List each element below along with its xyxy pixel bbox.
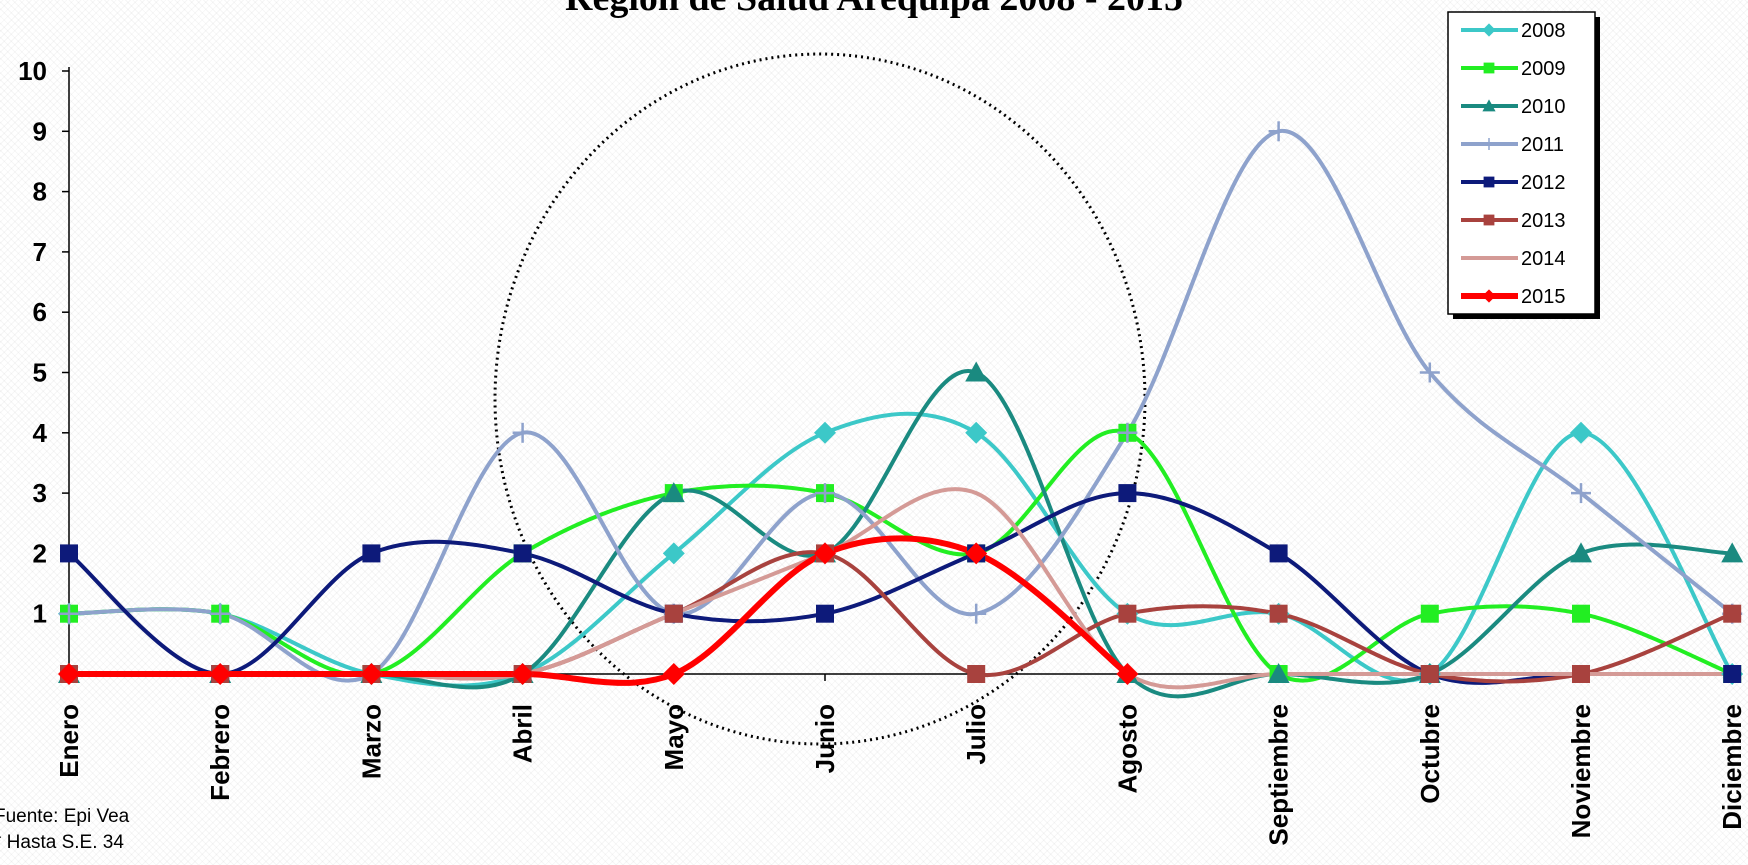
series-markers: 2008 Enero: 12008 Febrero: 12008 Marzo: … [58, 121, 1744, 685]
x-tick-label: Febrero [205, 704, 235, 801]
point-2011-abril: 2011 Abril: 4 [512, 422, 533, 443]
legend-label-2011: 2011 [1521, 134, 1564, 156]
point-2012-diciembre: 2012 Diciembre: 0 [1723, 665, 1742, 683]
x-tick-label: Diciembre [1717, 704, 1747, 830]
point-2011-noviembre: 2011 Noviembre: 3 [1571, 483, 1591, 504]
legend-label-2013: 2013 [1521, 210, 1566, 232]
x-tick-label: Marzo [356, 704, 386, 779]
legend-label-2008: 2008 [1521, 20, 1566, 42]
point-2011-enero: 2011 Enero: 1 [59, 603, 79, 624]
y-tick-label: 2 [33, 538, 47, 568]
point-2015-abril: 2015 Abril: 0 [511, 663, 534, 685]
point-2011-octubre: 2011 Octubre: 5 [1419, 362, 1440, 383]
chart-title: Región de Salud Arequipa 2008 - 2015 [565, 0, 1183, 19]
point-2011-agosto: 2011 Agosto: 4 [1117, 422, 1138, 443]
x-tick-label: Junio [810, 704, 840, 773]
point-2009-octubre: 2009 Octubre: 1 [1420, 604, 1439, 623]
y-tick-label: 7 [33, 237, 47, 267]
point-2015-febrero: 2015 Febrero: 0 [209, 663, 232, 685]
point-2011-junio: 2011 Junio: 3 [815, 483, 835, 504]
point-2010-diciembre: 2010 Diciembre: 2 [1721, 542, 1744, 563]
legend-label-2014: 2014 [1521, 248, 1566, 270]
series-line-2010 [67, 368, 1735, 699]
point-2012-junio: 2012 Junio: 1 [816, 604, 834, 623]
point-2010-mayo: 2010 Mayo: 3 [662, 482, 685, 503]
point-2011-septiembre: 2011 Septiembre: 9 [1268, 121, 1289, 142]
point-2008-noviembre: 2008 Noviembre: 4 [1570, 421, 1592, 444]
x-tick-label: Abril [508, 704, 538, 763]
y-tick-label: 8 [33, 177, 47, 207]
point-2013-agosto: 2013 Agosto: 1 [1118, 604, 1137, 623]
point-2010-julio: 2010 Julio: 5 [965, 361, 988, 382]
point-2015-mayo: 2015 Mayo: 0 [662, 663, 685, 685]
x-tick-label: Mayo [659, 704, 689, 770]
point-2010-septiembre: 2010 Septiembre: 0 [1267, 663, 1290, 683]
axes: 1 2 3 4 5 6 7 8 9 10 Enero Febrero Marzo Abril Mayo Jun… [18, 56, 1747, 846]
legend: 2008 2009 2010 2011 2012 2013 2014 2015 [1447, 11, 1600, 319]
legend-marker-2009 [1483, 62, 1495, 74]
point-2015-agosto: 2015 Agosto: 0 [1116, 663, 1139, 685]
legend-label-2010: 2010 [1521, 96, 1566, 118]
y-tick-label: 5 [33, 358, 47, 388]
legend-label-2009: 2009 [1521, 58, 1566, 80]
y-tick-label: 6 [33, 297, 47, 327]
point-2012-agosto: 2012 Agosto: 3 [1118, 484, 1137, 503]
point-2015-junio: 2015 Junio: 2 [814, 542, 836, 565]
legend-label-2015: 2015 [1521, 286, 1566, 308]
y-tick-label: 9 [33, 116, 47, 146]
point-2013-octubre: 2013 Octubre: 0 [1420, 665, 1439, 683]
legend-marker-2012 [1483, 176, 1495, 188]
point-2012-enero: 2012 Enero: 2 [60, 544, 78, 563]
y-tick-label: 10 [18, 56, 47, 86]
point-2012-abril: 2012 Abril: 2 [513, 544, 532, 563]
series-line-2008 [67, 411, 1735, 688]
point-2013-septiembre: 2013 Septiembre: 1 [1269, 604, 1288, 623]
y-tick-label: 4 [33, 418, 48, 448]
point-2012-septiembre: 2012 Septiembre: 2 [1269, 544, 1288, 563]
y-tick-label: 1 [33, 599, 47, 629]
point-2013-noviembre: 2013 Noviembre: 0 [1572, 665, 1590, 683]
x-tick-label: Agosto [1112, 704, 1142, 794]
legend-box [1447, 11, 1596, 315]
point-2013-mayo: 2013 Mayo: 1 [664, 604, 683, 623]
point-2015-enero: 2015 Enero: 0 [58, 663, 80, 685]
point-2012-marzo: 2012 Marzo: 2 [362, 544, 381, 563]
x-tick-label: Octubre [1415, 704, 1445, 804]
point-2008-julio: 2008 Julio: 4 [965, 421, 988, 444]
point-2011-febrero: 2011 Febrero: 1 [210, 603, 231, 624]
highlight-circle [493, 52, 1147, 746]
point-2008-mayo: 2008 Mayo: 2 [662, 542, 685, 565]
cutoff-note: * Hasta S.E. 34 [0, 832, 124, 853]
point-2013-julio: 2013 Julio: 0 [967, 665, 986, 683]
legend-label-2012: 2012 [1521, 172, 1566, 194]
point-2015-marzo: 2015 Marzo: 0 [360, 663, 383, 685]
point-2010-noviembre: 2010 Noviembre: 2 [1570, 542, 1592, 563]
point-2011-julio: 2011 Julio: 1 [966, 603, 987, 624]
point-2008-junio: 2008 Junio: 4 [814, 421, 836, 444]
legend-marker-2013 [1483, 214, 1495, 226]
x-tick-label: Septiembre [1264, 704, 1294, 846]
x-tick-label: Noviembre [1566, 704, 1596, 838]
y-tick-label: 3 [33, 478, 47, 508]
point-2009-noviembre: 2009 Noviembre: 1 [1572, 604, 1590, 623]
x-tick-label: Enero [54, 704, 84, 778]
point-2013-diciembre: 2013 Diciembre: 1 [1723, 604, 1742, 623]
source-note: Fuente: Epi Vea [0, 806, 130, 827]
legend-marker-2011 [1483, 138, 1496, 151]
x-tick-label: Julio [961, 704, 991, 765]
legend-marker-2010 [1482, 99, 1496, 112]
point-2015-julio: 2015 Julio: 2 [965, 542, 988, 565]
